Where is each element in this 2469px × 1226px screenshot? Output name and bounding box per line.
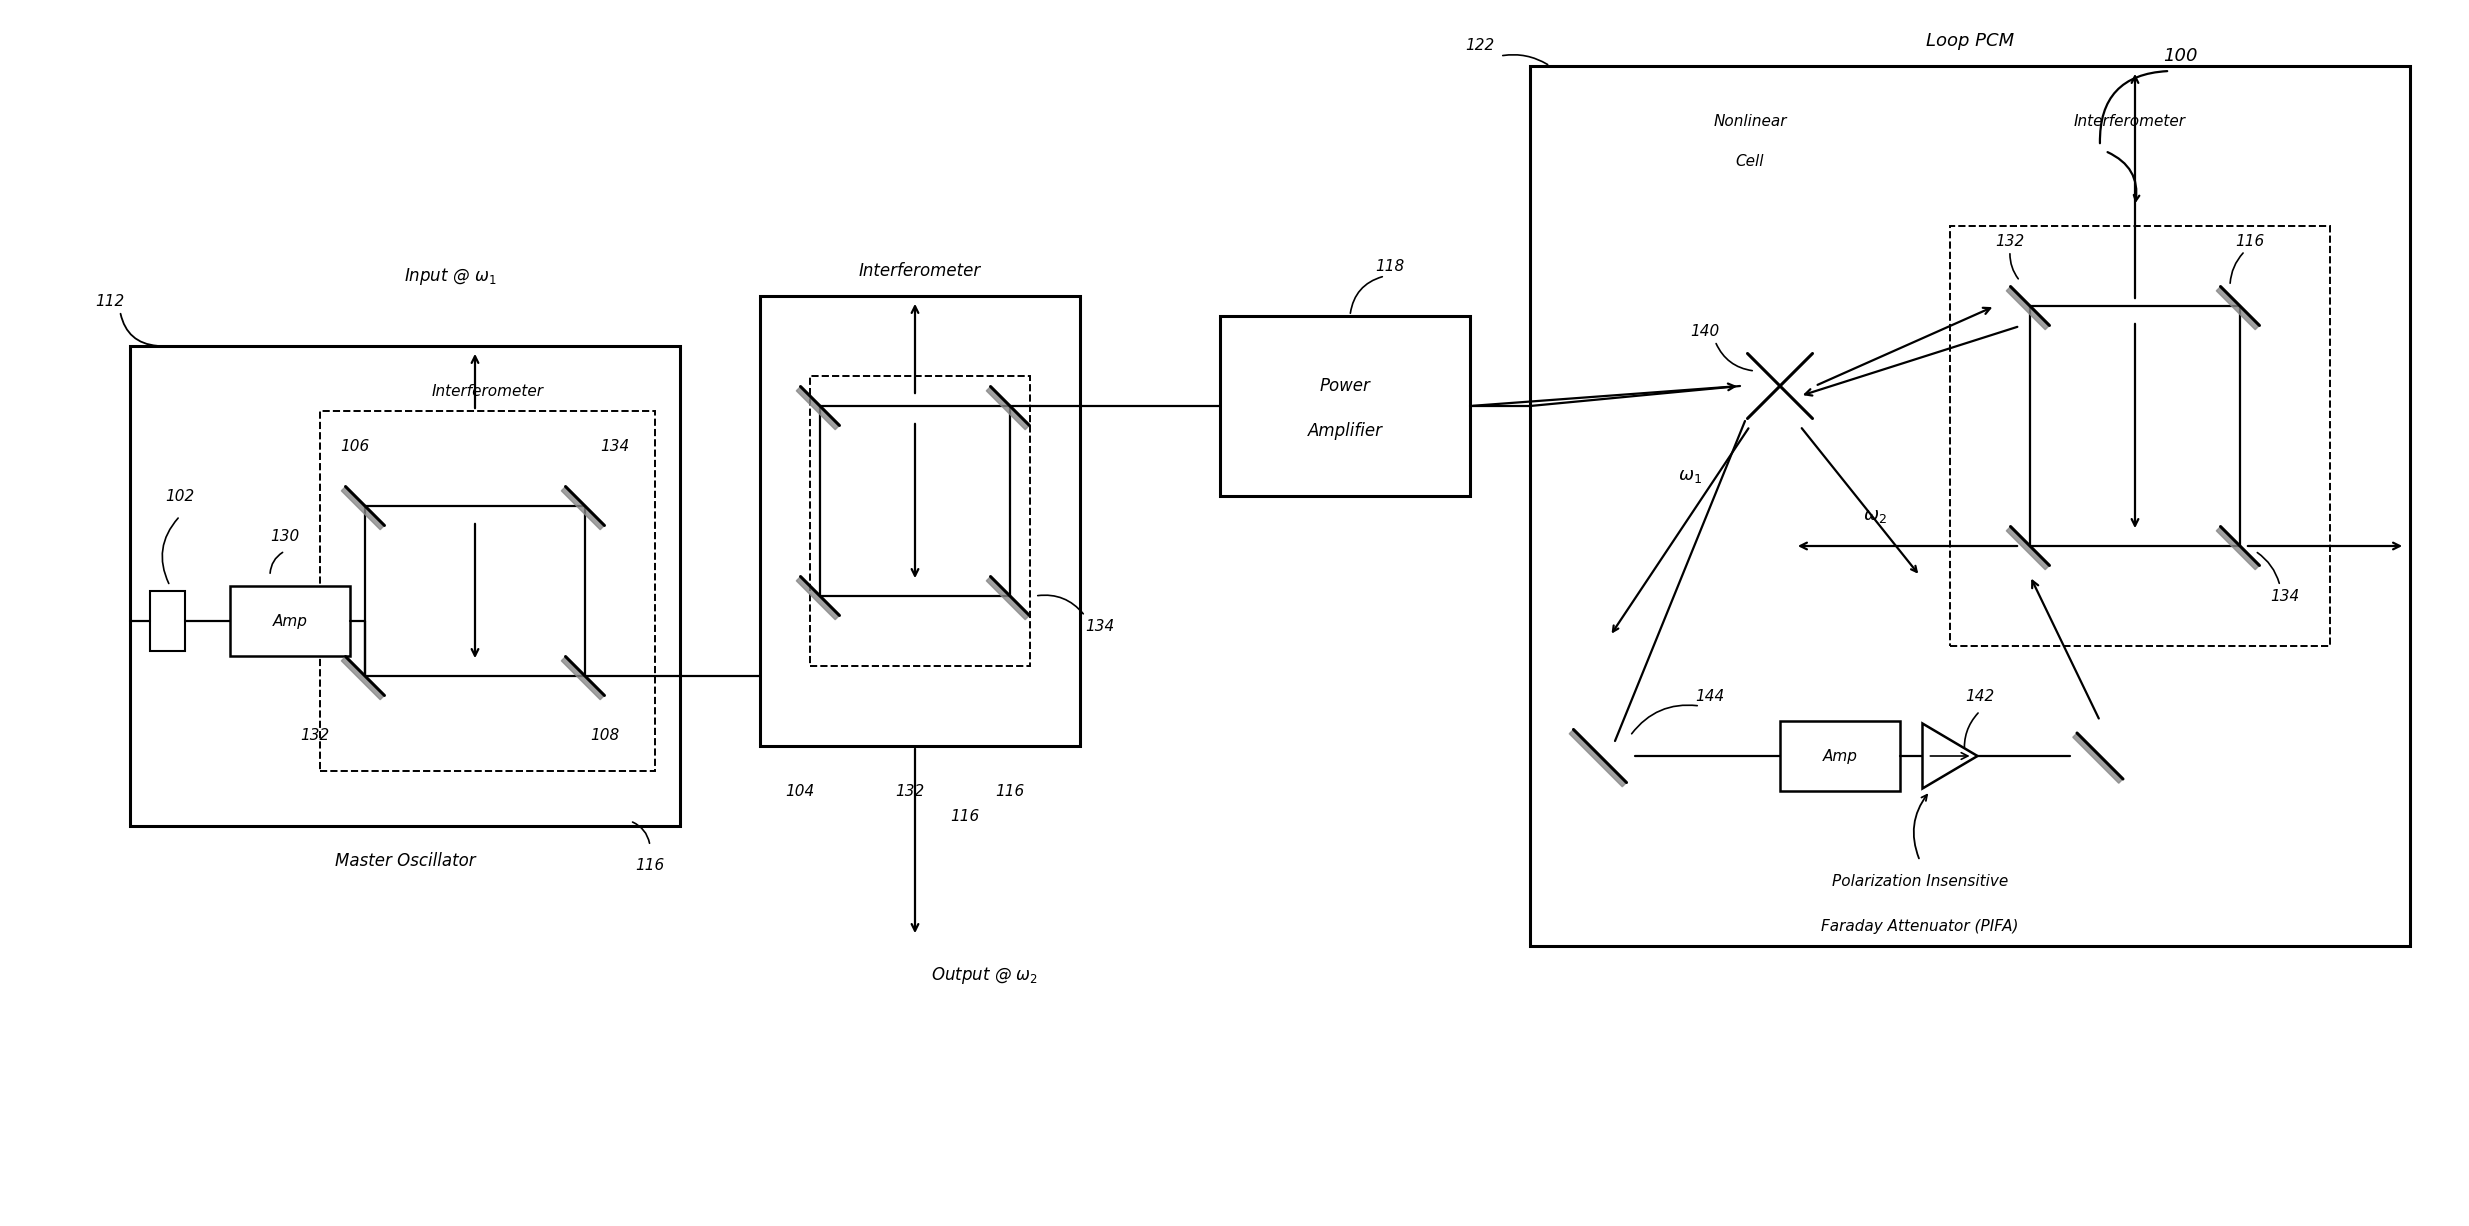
Text: 108: 108 (590, 728, 620, 743)
Polygon shape (985, 386, 1030, 429)
Text: 140: 140 (1691, 324, 1718, 338)
Text: Amplifier: Amplifier (1309, 422, 1383, 440)
Text: Interferometer: Interferometer (859, 262, 980, 280)
Text: Faraday Attenuator (PIFA): Faraday Attenuator (PIFA) (1822, 918, 2020, 933)
Text: 132: 132 (1995, 233, 2025, 249)
Text: Master Oscillator: Master Oscillator (336, 852, 477, 870)
Polygon shape (341, 487, 385, 530)
Text: 112: 112 (96, 293, 123, 309)
Text: 132: 132 (301, 728, 331, 743)
Polygon shape (2217, 287, 2259, 330)
Text: 132: 132 (896, 783, 923, 798)
Polygon shape (1570, 729, 1627, 787)
Text: Input @ $\omega_1$: Input @ $\omega_1$ (405, 266, 496, 287)
Bar (131, 346, 679, 826)
Text: Polarization Insensitive: Polarization Insensitive (1832, 873, 2007, 889)
Text: 130: 130 (272, 528, 299, 543)
Text: 142: 142 (1965, 689, 1995, 704)
Polygon shape (560, 487, 605, 530)
Polygon shape (1923, 723, 1978, 788)
Text: 134: 134 (2271, 588, 2299, 603)
Polygon shape (797, 386, 839, 429)
Polygon shape (985, 576, 1030, 619)
Text: Cell: Cell (1736, 153, 1765, 168)
Text: 116: 116 (2234, 233, 2264, 249)
Bar (1951, 226, 2331, 646)
Bar (321, 411, 654, 771)
Text: 106: 106 (341, 439, 370, 454)
Text: 116: 116 (995, 783, 1025, 798)
Polygon shape (2074, 733, 2123, 783)
Bar (1220, 316, 1469, 497)
Text: Power: Power (1318, 378, 1370, 395)
Bar (230, 586, 351, 656)
Text: 122: 122 (1467, 38, 1494, 54)
Text: Interferometer: Interferometer (2074, 114, 2185, 129)
Bar (1531, 66, 2410, 946)
Text: Nonlinear: Nonlinear (1713, 114, 1788, 129)
Text: 116: 116 (951, 808, 980, 824)
Text: Loop PCM: Loop PCM (1926, 32, 2015, 50)
Text: 102: 102 (165, 488, 195, 504)
Text: $\omega_1$: $\omega_1$ (1679, 467, 1701, 485)
Polygon shape (797, 576, 839, 619)
Text: 134: 134 (600, 439, 630, 454)
Bar (1780, 721, 1901, 791)
Text: 116: 116 (635, 858, 664, 873)
Text: 100: 100 (2163, 47, 2197, 65)
Polygon shape (560, 657, 605, 700)
Polygon shape (2007, 526, 2049, 570)
Text: Amp: Amp (1822, 749, 1857, 764)
Bar (760, 295, 1079, 745)
Text: $\omega_2$: $\omega_2$ (1864, 508, 1886, 525)
Polygon shape (2217, 526, 2259, 570)
Text: Interferometer: Interferometer (432, 384, 543, 398)
Bar (810, 376, 1030, 666)
Text: 144: 144 (1696, 689, 1726, 704)
Text: 134: 134 (1086, 618, 1114, 634)
Polygon shape (2007, 287, 2049, 330)
Polygon shape (341, 657, 385, 700)
Text: 104: 104 (785, 783, 815, 798)
Text: 118: 118 (1375, 259, 1405, 273)
Text: Output @ $\omega_2$: Output @ $\omega_2$ (931, 966, 1039, 987)
Text: Amp: Amp (272, 613, 309, 629)
Bar (151, 591, 185, 651)
